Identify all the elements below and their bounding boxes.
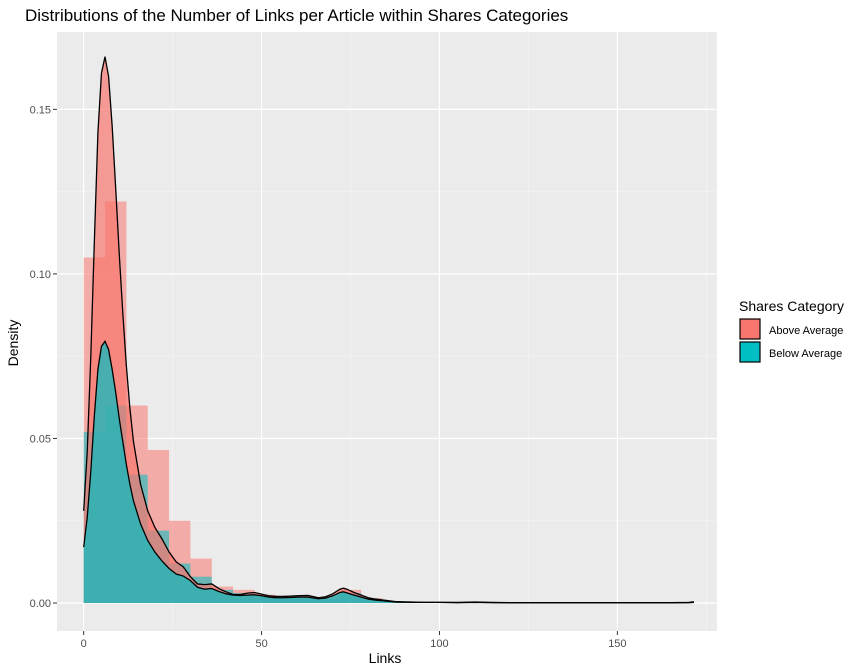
legend-item-above-average: Above Average	[739, 318, 843, 340]
y-tick-label: 0.10	[30, 269, 51, 281]
y-tick-label: 0.15	[30, 104, 51, 116]
legend-label-below-average: Below Average	[769, 348, 842, 360]
y-axis-ticks: 0.00 0.05 0.10 0.15	[30, 104, 57, 610]
x-axis-title: Links	[369, 650, 402, 666]
legend: Shares Category Above Average Below Aver…	[739, 298, 844, 363]
x-tick-label: 0	[81, 638, 87, 650]
y-tick-label: 0.05	[30, 433, 51, 445]
x-tick-label: 50	[255, 638, 267, 650]
x-tick-label: 100	[430, 638, 448, 650]
chart-title: Distributions of the Number of Links per…	[25, 6, 568, 25]
x-tick-label: 150	[608, 638, 626, 650]
legend-label-above-average: Above Average	[769, 325, 843, 337]
minor-gridlines	[57, 32, 717, 631]
legend-title: Shares Category	[739, 298, 844, 314]
density-area-below-average	[83, 341, 694, 604]
density-line-below-average	[83, 340, 694, 604]
density-curves	[83, 56, 694, 604]
legend-swatch-above-average	[739, 318, 761, 340]
x-axis-ticks: 0 50 100 150	[81, 631, 627, 650]
legend-item-below-average: Below Average	[739, 341, 842, 363]
y-axis-title: Density	[5, 320, 21, 367]
major-gridlines	[57, 32, 717, 631]
y-tick-label: 0.00	[30, 598, 51, 610]
legend-swatch-below-average	[739, 341, 761, 363]
